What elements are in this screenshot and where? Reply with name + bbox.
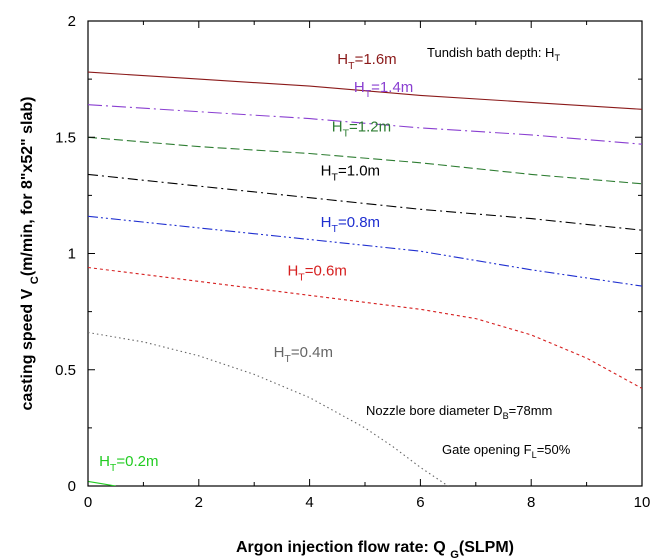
series-label-1: HT=1.4m xyxy=(354,79,413,100)
depth-note: Tundish bath depth: HT xyxy=(427,45,560,63)
series-line-4 xyxy=(88,215,642,287)
series-line-5 xyxy=(88,266,642,389)
x-tick-label: 6 xyxy=(416,494,424,511)
series-label-7: HT=0.2m xyxy=(99,453,158,474)
y-tick-label: 2 xyxy=(68,13,76,30)
x-tick-label: 10 xyxy=(634,494,651,511)
series-label-5: HT=0.6m xyxy=(287,263,346,284)
axis-layer: 0 2 4 6 8 10 0 0.5 1 1.5 2 Argon injection flow rat… xyxy=(19,13,650,560)
series-line-7 xyxy=(88,480,116,486)
y-tick-label: 0.5 xyxy=(55,362,76,379)
series-label-2: HT=1.2m xyxy=(332,118,391,139)
series-layer xyxy=(88,71,642,486)
x-tick-label: 0 xyxy=(84,494,92,511)
nozzle-note: Nozzle bore diameter DB=78mm xyxy=(366,403,552,421)
series-label-6: HT=0.4m xyxy=(274,344,333,365)
series-label-4: HT=0.8m xyxy=(321,214,380,235)
series-line-0 xyxy=(88,71,642,110)
y-tick-label: 1 xyxy=(68,246,76,263)
series-line-1 xyxy=(88,104,642,145)
label-layer: HT=1.6m HT=1.4m HT=1.2m HT=1.0m HT=0.8m HT=0.… xyxy=(99,45,571,474)
series-label-3: HT=1.0m xyxy=(321,163,380,184)
x-tick-label: 2 xyxy=(195,494,203,511)
series-label-0: HT=1.6m xyxy=(337,51,396,72)
y-tick-label: 0 xyxy=(68,478,76,495)
gate-note: Gate opening FL=50% xyxy=(442,442,571,460)
y-axis-title: casting speed V C(m/min, for 8"x52" slab… xyxy=(19,96,41,410)
x-tick-label: 8 xyxy=(527,494,535,511)
series-line-3 xyxy=(88,173,642,231)
series-line-2 xyxy=(88,136,642,185)
series-line-6 xyxy=(88,331,449,486)
x-axis-title: Argon injection flow rate: Q G(SLPM) xyxy=(236,539,514,560)
x-tick-label: 4 xyxy=(305,494,313,511)
y-tick-label: 1.5 xyxy=(55,129,76,146)
